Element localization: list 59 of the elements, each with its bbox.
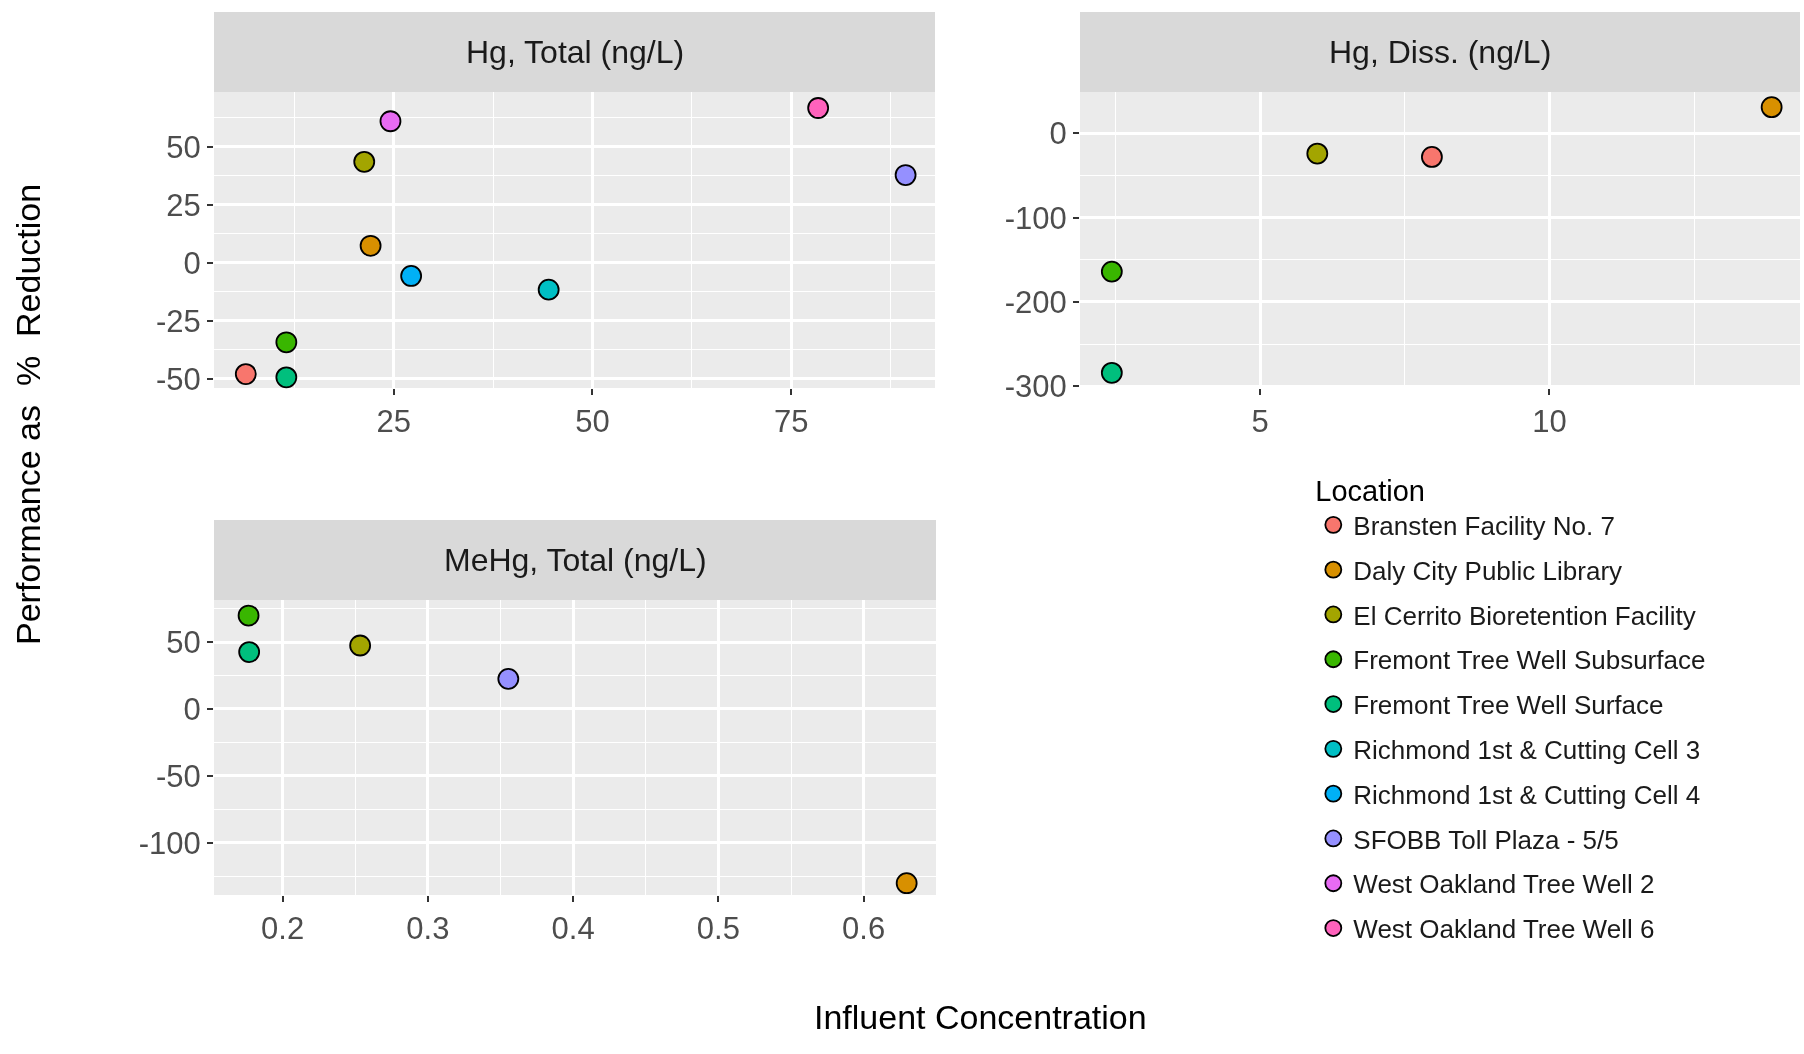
x-tick-label: 0.2 xyxy=(261,911,305,947)
y-tick-label: 0 xyxy=(1049,116,1067,152)
legend-label: West Oakland Tree Well 6 xyxy=(1353,914,1655,945)
point xyxy=(1100,260,1123,283)
y-tick-label: 25 xyxy=(166,187,201,223)
point xyxy=(1306,142,1329,165)
y-tick-label: -50 xyxy=(155,758,201,794)
x-tick-label: 0.4 xyxy=(551,911,595,947)
legend-label: SFOBB Toll Plaza - 5/5 xyxy=(1353,824,1619,855)
x-tick-label: 10 xyxy=(1532,404,1567,440)
y-tick-label: -100 xyxy=(1004,200,1067,236)
y-tick-label: -300 xyxy=(1004,369,1067,405)
point xyxy=(238,641,261,663)
point xyxy=(807,97,830,119)
point xyxy=(1100,361,1123,384)
y-tick-label: 50 xyxy=(166,624,201,660)
chart-title: MeHg, Total (ng/L) xyxy=(444,542,707,578)
legend-label: Richmond 1st & Cutting Cell 4 xyxy=(1353,779,1701,810)
point xyxy=(1421,146,1443,168)
y-tick-label: -100 xyxy=(138,825,201,861)
point xyxy=(379,110,402,133)
point xyxy=(275,331,298,354)
chart-title: Hg, Total (ng/L) xyxy=(466,34,685,70)
point xyxy=(349,634,372,657)
x-tick-label: 25 xyxy=(376,404,411,440)
x-tick-label: 0.5 xyxy=(696,911,740,947)
legend-label: Fremont Tree Well Surface xyxy=(1353,690,1664,721)
x-axis-title: Influent Concentration xyxy=(814,998,1147,1036)
point xyxy=(894,164,917,186)
y-tick-label: 0 xyxy=(183,245,201,281)
y-tick-label: -50 xyxy=(155,361,201,397)
legend-label: Bransten Facility No. 7 xyxy=(1353,511,1615,541)
point xyxy=(497,667,520,690)
point xyxy=(1760,96,1783,119)
x-tick-label: 0.6 xyxy=(842,911,886,947)
point xyxy=(895,872,918,895)
legend-title: Location xyxy=(1315,475,1425,508)
x-tick-label: 0.3 xyxy=(406,911,450,947)
chart-title: Hg, Diss. (ng/L) xyxy=(1329,34,1552,70)
y-tick-label: -200 xyxy=(1004,284,1067,320)
point xyxy=(237,604,260,627)
legend-label: Daly City Public Library xyxy=(1353,555,1623,586)
legend-label: West Oakland Tree Well 2 xyxy=(1353,869,1655,900)
y-tick-label: 50 xyxy=(166,129,201,165)
point xyxy=(234,363,257,385)
y-tick-label: -25 xyxy=(155,303,201,339)
y-axis-title: Performance as % Reduction xyxy=(9,183,47,645)
x-tick-label: 5 xyxy=(1251,404,1269,440)
legend-label: El Cerrito Bioretention Facility xyxy=(1353,600,1696,631)
x-tick-label: 50 xyxy=(575,404,610,440)
point xyxy=(353,150,376,173)
point xyxy=(400,265,423,287)
point xyxy=(275,366,298,389)
y-tick-label: 0 xyxy=(183,691,201,727)
x-tick-label: 75 xyxy=(773,404,809,440)
legend-label: Richmond 1st & Cutting Cell 3 xyxy=(1353,735,1701,765)
point xyxy=(537,278,560,301)
legend-label: Fremont Tree Well Subsurface xyxy=(1353,645,1706,676)
point xyxy=(359,234,382,257)
